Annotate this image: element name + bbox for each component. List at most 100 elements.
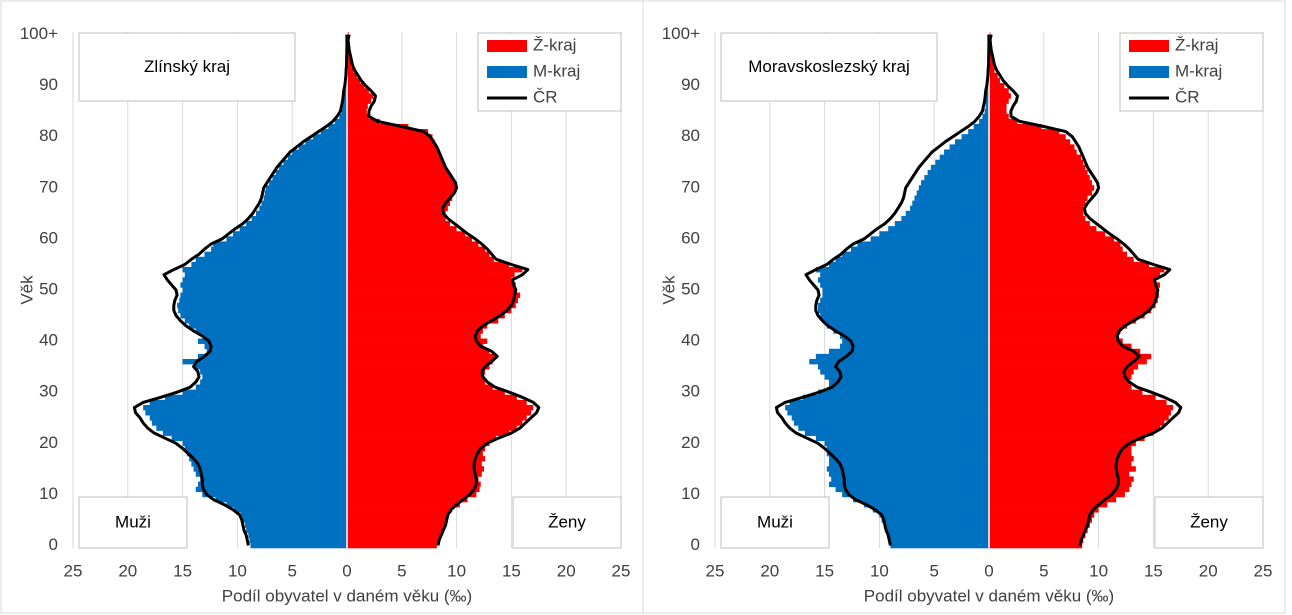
bar: [885, 527, 989, 533]
bar: [186, 450, 347, 457]
bar: [820, 297, 989, 304]
legend-swatch: [1129, 66, 1169, 78]
bar: [989, 542, 1083, 549]
bar: [828, 379, 989, 385]
bar: [870, 236, 989, 242]
bar: [347, 338, 488, 344]
bar: [989, 231, 1106, 237]
x-tick-label: 5: [929, 561, 938, 580]
bar: [347, 287, 517, 293]
legend-label: ČR: [533, 87, 558, 106]
bar: [864, 502, 989, 508]
bar: [842, 251, 989, 258]
bar: [828, 384, 989, 390]
bar: [989, 88, 1009, 94]
bar: [853, 496, 989, 503]
bar: [989, 98, 1009, 104]
men-label-box: [720, 496, 830, 549]
bar: [234, 507, 347, 513]
bar: [989, 210, 1084, 217]
bar: [347, 456, 486, 462]
bar: [347, 261, 510, 268]
bar: [989, 83, 1005, 89]
bar: [347, 425, 517, 431]
bar: [347, 190, 455, 196]
bar: [989, 282, 1160, 288]
title-box: [78, 32, 296, 102]
bar: [921, 180, 989, 186]
bar: [347, 461, 482, 467]
bar: [910, 205, 989, 212]
bar: [347, 358, 493, 365]
bar: [989, 139, 1071, 145]
x-tick-label: 25: [706, 561, 725, 580]
bar: [151, 420, 347, 426]
bar: [287, 154, 347, 161]
bar: [989, 134, 1066, 140]
bar: [989, 496, 1117, 503]
bar: [195, 256, 347, 263]
bar: [195, 328, 347, 334]
y-axis-title: Věk: [659, 275, 678, 305]
bar: [989, 205, 1084, 212]
x-tick-label: 10: [447, 561, 466, 580]
y-tick-label: 70: [681, 177, 700, 196]
y-tick-label: 100+: [20, 24, 58, 43]
bar: [347, 93, 374, 99]
legend-swatch: [487, 66, 527, 78]
x-tick-label: 25: [64, 561, 83, 580]
bar: [989, 302, 1156, 309]
bar: [828, 481, 989, 487]
bar: [195, 486, 347, 493]
bar: [347, 527, 443, 533]
bar: [789, 399, 989, 406]
bar: [180, 282, 347, 288]
bar: [279, 164, 347, 171]
bar: [200, 476, 347, 482]
legend-swatch: [1129, 40, 1169, 52]
y-tick-label: 40: [681, 331, 700, 350]
bar: [818, 307, 989, 314]
bar: [182, 358, 347, 365]
bar: [191, 261, 347, 268]
bar: [182, 440, 347, 447]
bar: [347, 215, 446, 222]
bar: [842, 338, 989, 344]
x-tick-label: 0: [342, 561, 351, 580]
bar: [193, 466, 347, 472]
bar: [989, 93, 1011, 99]
bar: [989, 129, 1060, 135]
bar: [347, 333, 481, 339]
x-tick-label: 10: [870, 561, 889, 580]
bar: [989, 502, 1108, 508]
bar: [246, 221, 347, 227]
y-tick-label: 30: [39, 382, 58, 401]
bar: [798, 425, 989, 431]
men-label: Muži: [757, 512, 793, 531]
panel-border: [642, 0, 1286, 614]
bar: [818, 364, 989, 370]
bar: [968, 129, 989, 135]
x-tick-label: 20: [1199, 561, 1218, 580]
women-label-box: [1154, 496, 1264, 549]
bar: [347, 364, 490, 370]
bar: [347, 98, 372, 104]
bar: [989, 62, 994, 69]
y-tick-label: 80: [681, 126, 700, 145]
legend-label: Ž-kraj: [533, 35, 576, 54]
bar: [989, 384, 1132, 390]
bar: [347, 282, 516, 288]
bar: [890, 542, 989, 549]
x-tick-label: 20: [557, 561, 576, 580]
bar: [955, 139, 989, 145]
bar: [785, 404, 989, 411]
bar: [347, 450, 483, 457]
bar: [347, 384, 493, 390]
bar: [828, 261, 989, 268]
bar: [195, 471, 347, 477]
bar: [245, 522, 347, 528]
bar: [347, 399, 527, 406]
bar: [818, 277, 989, 283]
y-tick-label: 100+: [662, 24, 700, 43]
bar: [347, 486, 480, 493]
